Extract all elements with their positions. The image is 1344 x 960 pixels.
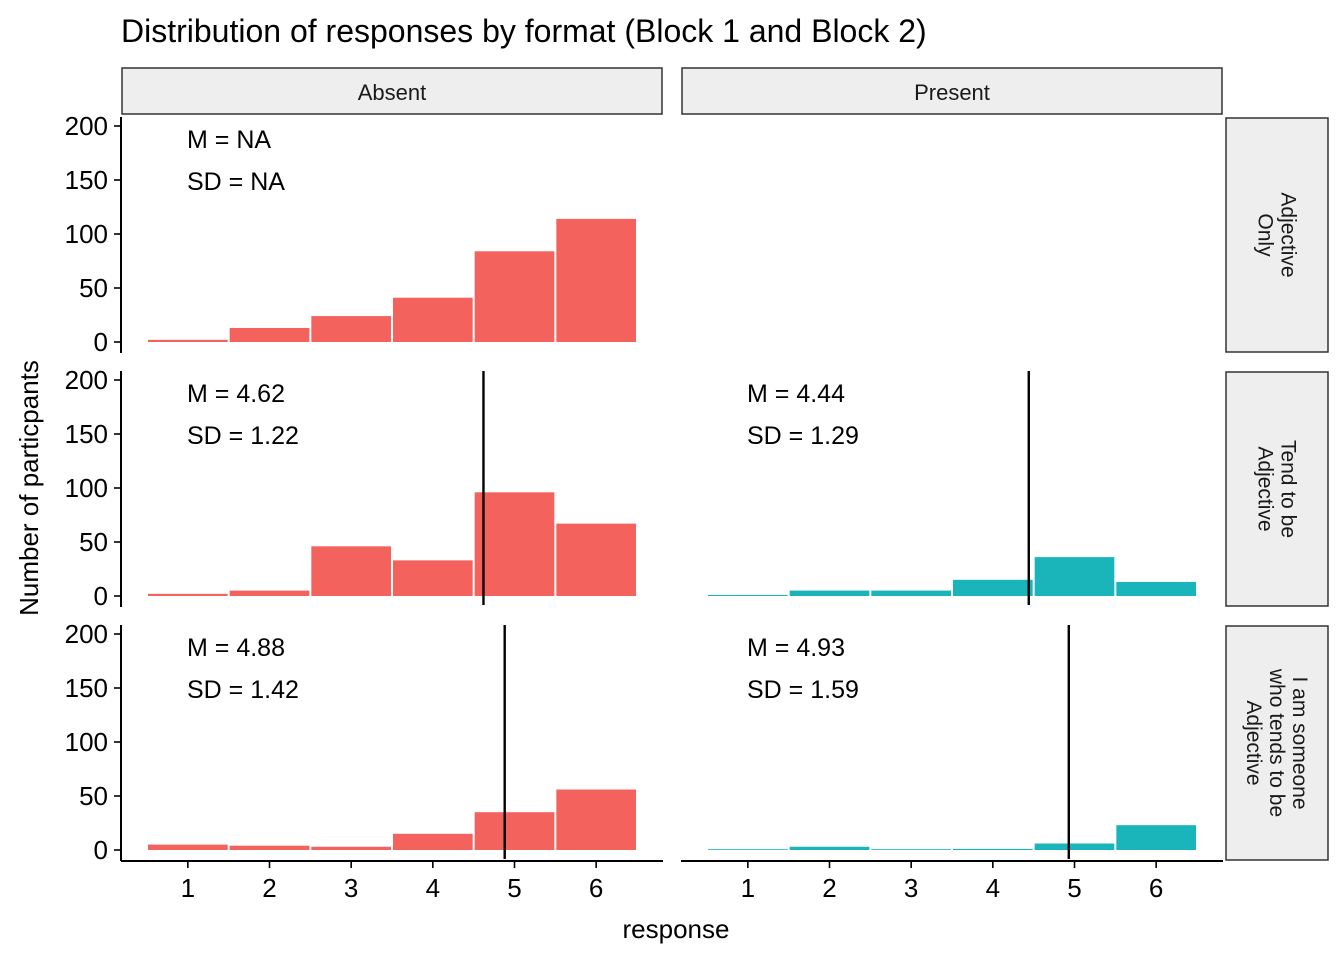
histogram-bar — [393, 560, 473, 596]
y-tick-label: 100 — [65, 219, 108, 249]
x-tick-label: 5 — [507, 873, 521, 903]
x-tick-label: 4 — [426, 873, 440, 903]
y-tick-label: 0 — [94, 835, 108, 865]
facet-strip-row-label-line: Adjective — [1277, 192, 1300, 277]
y-tick-label: 100 — [65, 727, 108, 757]
y-tick-label: 0 — [94, 327, 108, 357]
x-tick-label: 2 — [262, 873, 276, 903]
x-axis-label: response — [623, 914, 730, 944]
facet-strip-row-label-line: I am someone — [1288, 676, 1311, 809]
facet-strip-row-label-line: who tends to be — [1265, 668, 1288, 817]
histogram-bar — [311, 546, 391, 596]
histogram-bar — [474, 251, 555, 342]
histogram-bar — [556, 789, 636, 850]
facet-strip-row-label-3: I am someonewho tends to beAdjective — [1242, 668, 1311, 817]
histogram-bar — [789, 846, 870, 850]
facet-strip-row-label-1: AdjectiveOnly — [1254, 192, 1300, 277]
histogram-bar — [311, 316, 391, 342]
y-tick-label: 50 — [79, 781, 108, 811]
histogram-bar — [1116, 825, 1196, 850]
y-tick-label: 0 — [94, 581, 108, 611]
x-tick-label: 4 — [986, 873, 1000, 903]
y-tick-label: 200 — [65, 111, 108, 141]
histogram-bar — [871, 590, 951, 596]
histogram-bar — [708, 849, 788, 850]
y-tick-label: 100 — [65, 473, 108, 503]
y-tick-label: 150 — [65, 419, 108, 449]
facet-strip-row-label-line: Adjective — [1242, 700, 1265, 785]
mean-annotation: M = 4.88 — [187, 634, 285, 662]
histogram-bar — [953, 848, 1033, 850]
histogram-bar — [953, 579, 1033, 596]
mean-annotation: M = 4.62 — [187, 380, 285, 408]
mean-annotation: M = 4.44 — [747, 380, 845, 408]
histogram-bar — [556, 218, 636, 342]
histogram-bar — [871, 849, 951, 850]
y-axis-label: Number of particpants — [14, 360, 44, 616]
mean-annotation: M = NA — [187, 126, 271, 154]
histogram-bar — [148, 844, 228, 850]
facet-strip-row-3 — [1225, 625, 1329, 861]
histogram-bar — [148, 593, 228, 596]
histogram-bar — [1116, 581, 1196, 596]
histogram-bar — [229, 590, 310, 596]
histogram-bar — [789, 590, 870, 596]
y-tick-label: 150 — [65, 165, 108, 195]
facet-strip-row-label-line: Adjective — [1254, 446, 1277, 531]
x-tick-label: 1 — [181, 873, 195, 903]
facet-strip-present — [681, 67, 1223, 115]
histogram-bar — [311, 846, 391, 850]
y-tick-label: 200 — [65, 365, 108, 395]
histogram-bar — [393, 833, 473, 850]
facet-strip-row-label-2: Tend to beAdjective — [1254, 440, 1300, 538]
chart-title: Distribution of responses by format (Blo… — [121, 13, 927, 49]
sd-annotation: SD = 1.29 — [747, 422, 859, 450]
x-tick-label: 6 — [589, 873, 603, 903]
histogram-bar — [1034, 843, 1115, 850]
x-tick-label: 3 — [904, 873, 918, 903]
facet-strip-absent — [121, 67, 663, 115]
x-tick-label: 2 — [822, 873, 836, 903]
facet-strip-row-2 — [1225, 371, 1329, 607]
histogram-bar — [474, 812, 555, 850]
x-tick-label: 1 — [741, 873, 755, 903]
sd-annotation: SD = 1.59 — [747, 676, 859, 704]
histogram-bar — [1034, 557, 1115, 596]
y-tick-label: 150 — [65, 673, 108, 703]
histogram-bar — [708, 594, 788, 596]
facet-strip-row-label-line: Only — [1254, 213, 1277, 257]
facet-strip-label-present: Present — [914, 80, 990, 105]
facet-strip-label-absent: Absent — [358, 80, 427, 105]
sd-annotation: SD = NA — [187, 168, 285, 196]
x-tick-label: 3 — [344, 873, 358, 903]
sd-annotation: SD = 1.42 — [187, 676, 299, 704]
histogram-bar — [229, 327, 310, 342]
histogram-bar — [474, 492, 555, 596]
y-tick-label: 50 — [79, 273, 108, 303]
y-tick-label: 50 — [79, 527, 108, 557]
mean-annotation: M = 4.93 — [747, 634, 845, 662]
histogram-bar — [556, 523, 636, 596]
x-tick-label: 5 — [1067, 873, 1081, 903]
histogram-bar — [229, 845, 310, 850]
facet-strip-row-1 — [1225, 117, 1329, 353]
x-tick-label: 6 — [1149, 873, 1163, 903]
histogram-bar — [393, 297, 473, 342]
histogram-bar — [148, 339, 228, 342]
facet-strip-row-label-line: Tend to be — [1277, 440, 1300, 538]
y-tick-label: 200 — [65, 619, 108, 649]
sd-annotation: SD = 1.22 — [187, 422, 299, 450]
